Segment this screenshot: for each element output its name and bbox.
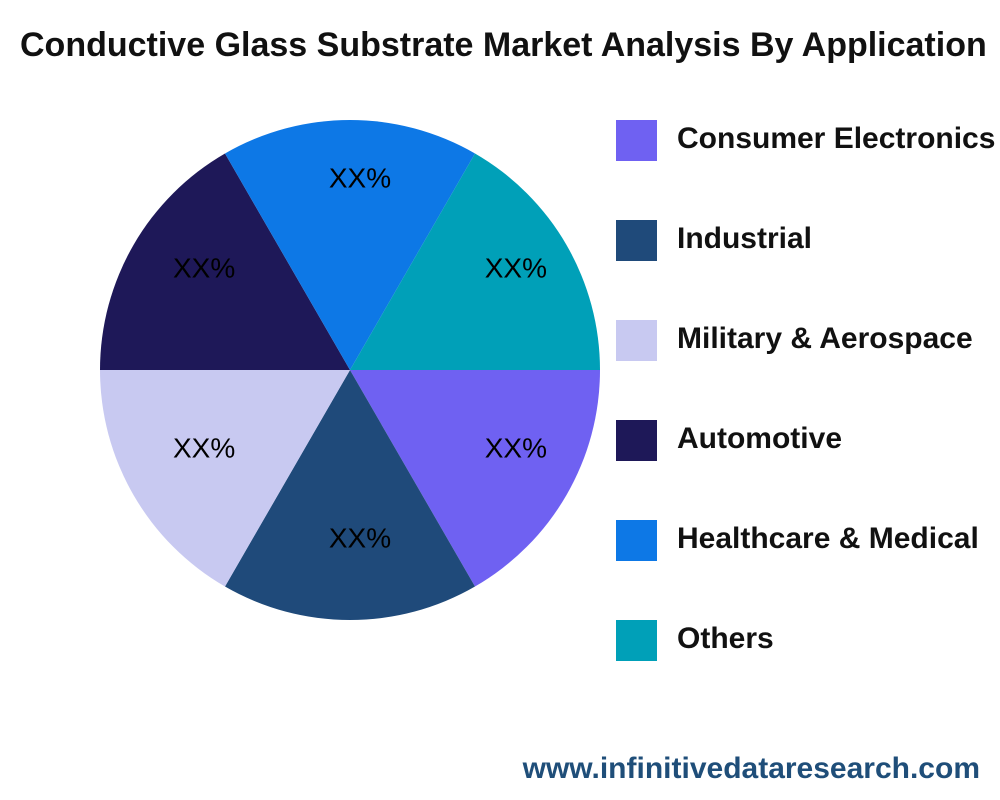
slice-label: XX% (329, 522, 391, 553)
slice-label: XX% (485, 432, 547, 463)
slice-label: XX% (173, 432, 235, 463)
pie-slice (225, 119, 475, 370)
legend-label: Others (677, 622, 774, 655)
pie: XX% XX% XX% XX% XX% XX% (100, 119, 600, 620)
pie-slice (100, 370, 350, 587)
legend-label: Military & Aerospace (677, 322, 973, 355)
chart-title: Conductive Glass Substrate Market Analys… (20, 26, 987, 64)
legend-swatch (616, 420, 657, 461)
pie-slice (100, 153, 350, 370)
pie-slice (350, 370, 600, 587)
pie-slice (225, 370, 475, 620)
source-link: www.infinitivedataresearch.com (522, 752, 980, 785)
legend-label: Consumer Electronics (677, 122, 995, 155)
slice-label: XX% (173, 252, 235, 283)
slice-label: XX% (329, 162, 391, 193)
legend-label: Industrial (677, 222, 812, 255)
legend-swatch (616, 220, 657, 261)
legend-swatch (616, 320, 657, 361)
legend-label: Automotive (677, 422, 842, 455)
pie-slice (350, 153, 600, 370)
legend-swatch (616, 620, 657, 661)
legend-swatch (616, 120, 657, 161)
slice-label: XX% (485, 252, 547, 283)
legend: Consumer Electronics Industrial Military &… (616, 120, 995, 661)
legend-swatch (616, 520, 657, 561)
legend-label: Healthcare & Medical (677, 522, 979, 555)
